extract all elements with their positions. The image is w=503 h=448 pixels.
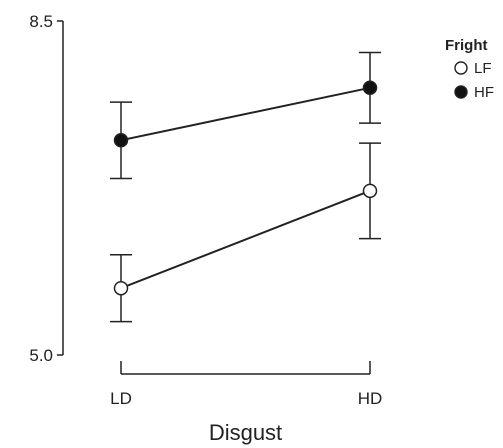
legend: Fright LF HF (445, 37, 494, 101)
y-tick-label-bottom: 5.0 (29, 346, 53, 365)
series (110, 51, 381, 323)
x-tick-label-hd: HD (358, 389, 383, 408)
data-point-hf-hd (362, 80, 378, 96)
series-line-hf (120, 86, 371, 142)
legend-marker-lf (454, 61, 468, 75)
legend-marker-hf (454, 85, 468, 99)
legend-label-lf: LF (474, 60, 492, 77)
data-point-lf-hd (362, 183, 378, 199)
x-axis-label: Disgust (209, 420, 282, 445)
axes: 8.5 5.0 LD HD Disgust (29, 12, 382, 445)
data-point-lf-ld (113, 280, 129, 296)
x-tick-label-ld: LD (110, 389, 132, 408)
legend-title: Fright (445, 37, 488, 54)
series-line-lf (120, 189, 371, 290)
y-tick-label-top: 8.5 (29, 12, 53, 31)
data-point-hf-ld (113, 133, 129, 148)
legend-label-hf: HF (474, 84, 494, 101)
